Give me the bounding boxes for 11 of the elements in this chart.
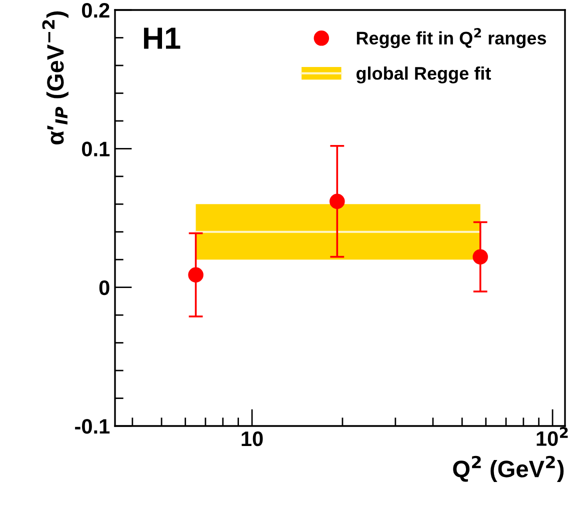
x-tick-label: 10$^{2}$ xyxy=(536,427,568,446)
y-tick-label: 0.2 xyxy=(82,3,110,18)
x-axis-title: Q$^{2}$ (GeV$^{2}$) xyxy=(453,456,564,482)
x-tick-label: 10 xyxy=(242,431,263,446)
y-axis-title: α′$_{IP}$ (GeV$^{−2}$) xyxy=(42,11,68,144)
legend-label: global Regge fit xyxy=(356,66,491,84)
y-tick-label: -0.1 xyxy=(75,419,110,434)
y-tick-label: 0.1 xyxy=(82,142,110,156)
annotation: H1 xyxy=(144,28,180,49)
y-tick-label: 0 xyxy=(99,280,110,296)
legend-label: Regge fit in Q$^{2}$ ranges xyxy=(356,28,546,48)
